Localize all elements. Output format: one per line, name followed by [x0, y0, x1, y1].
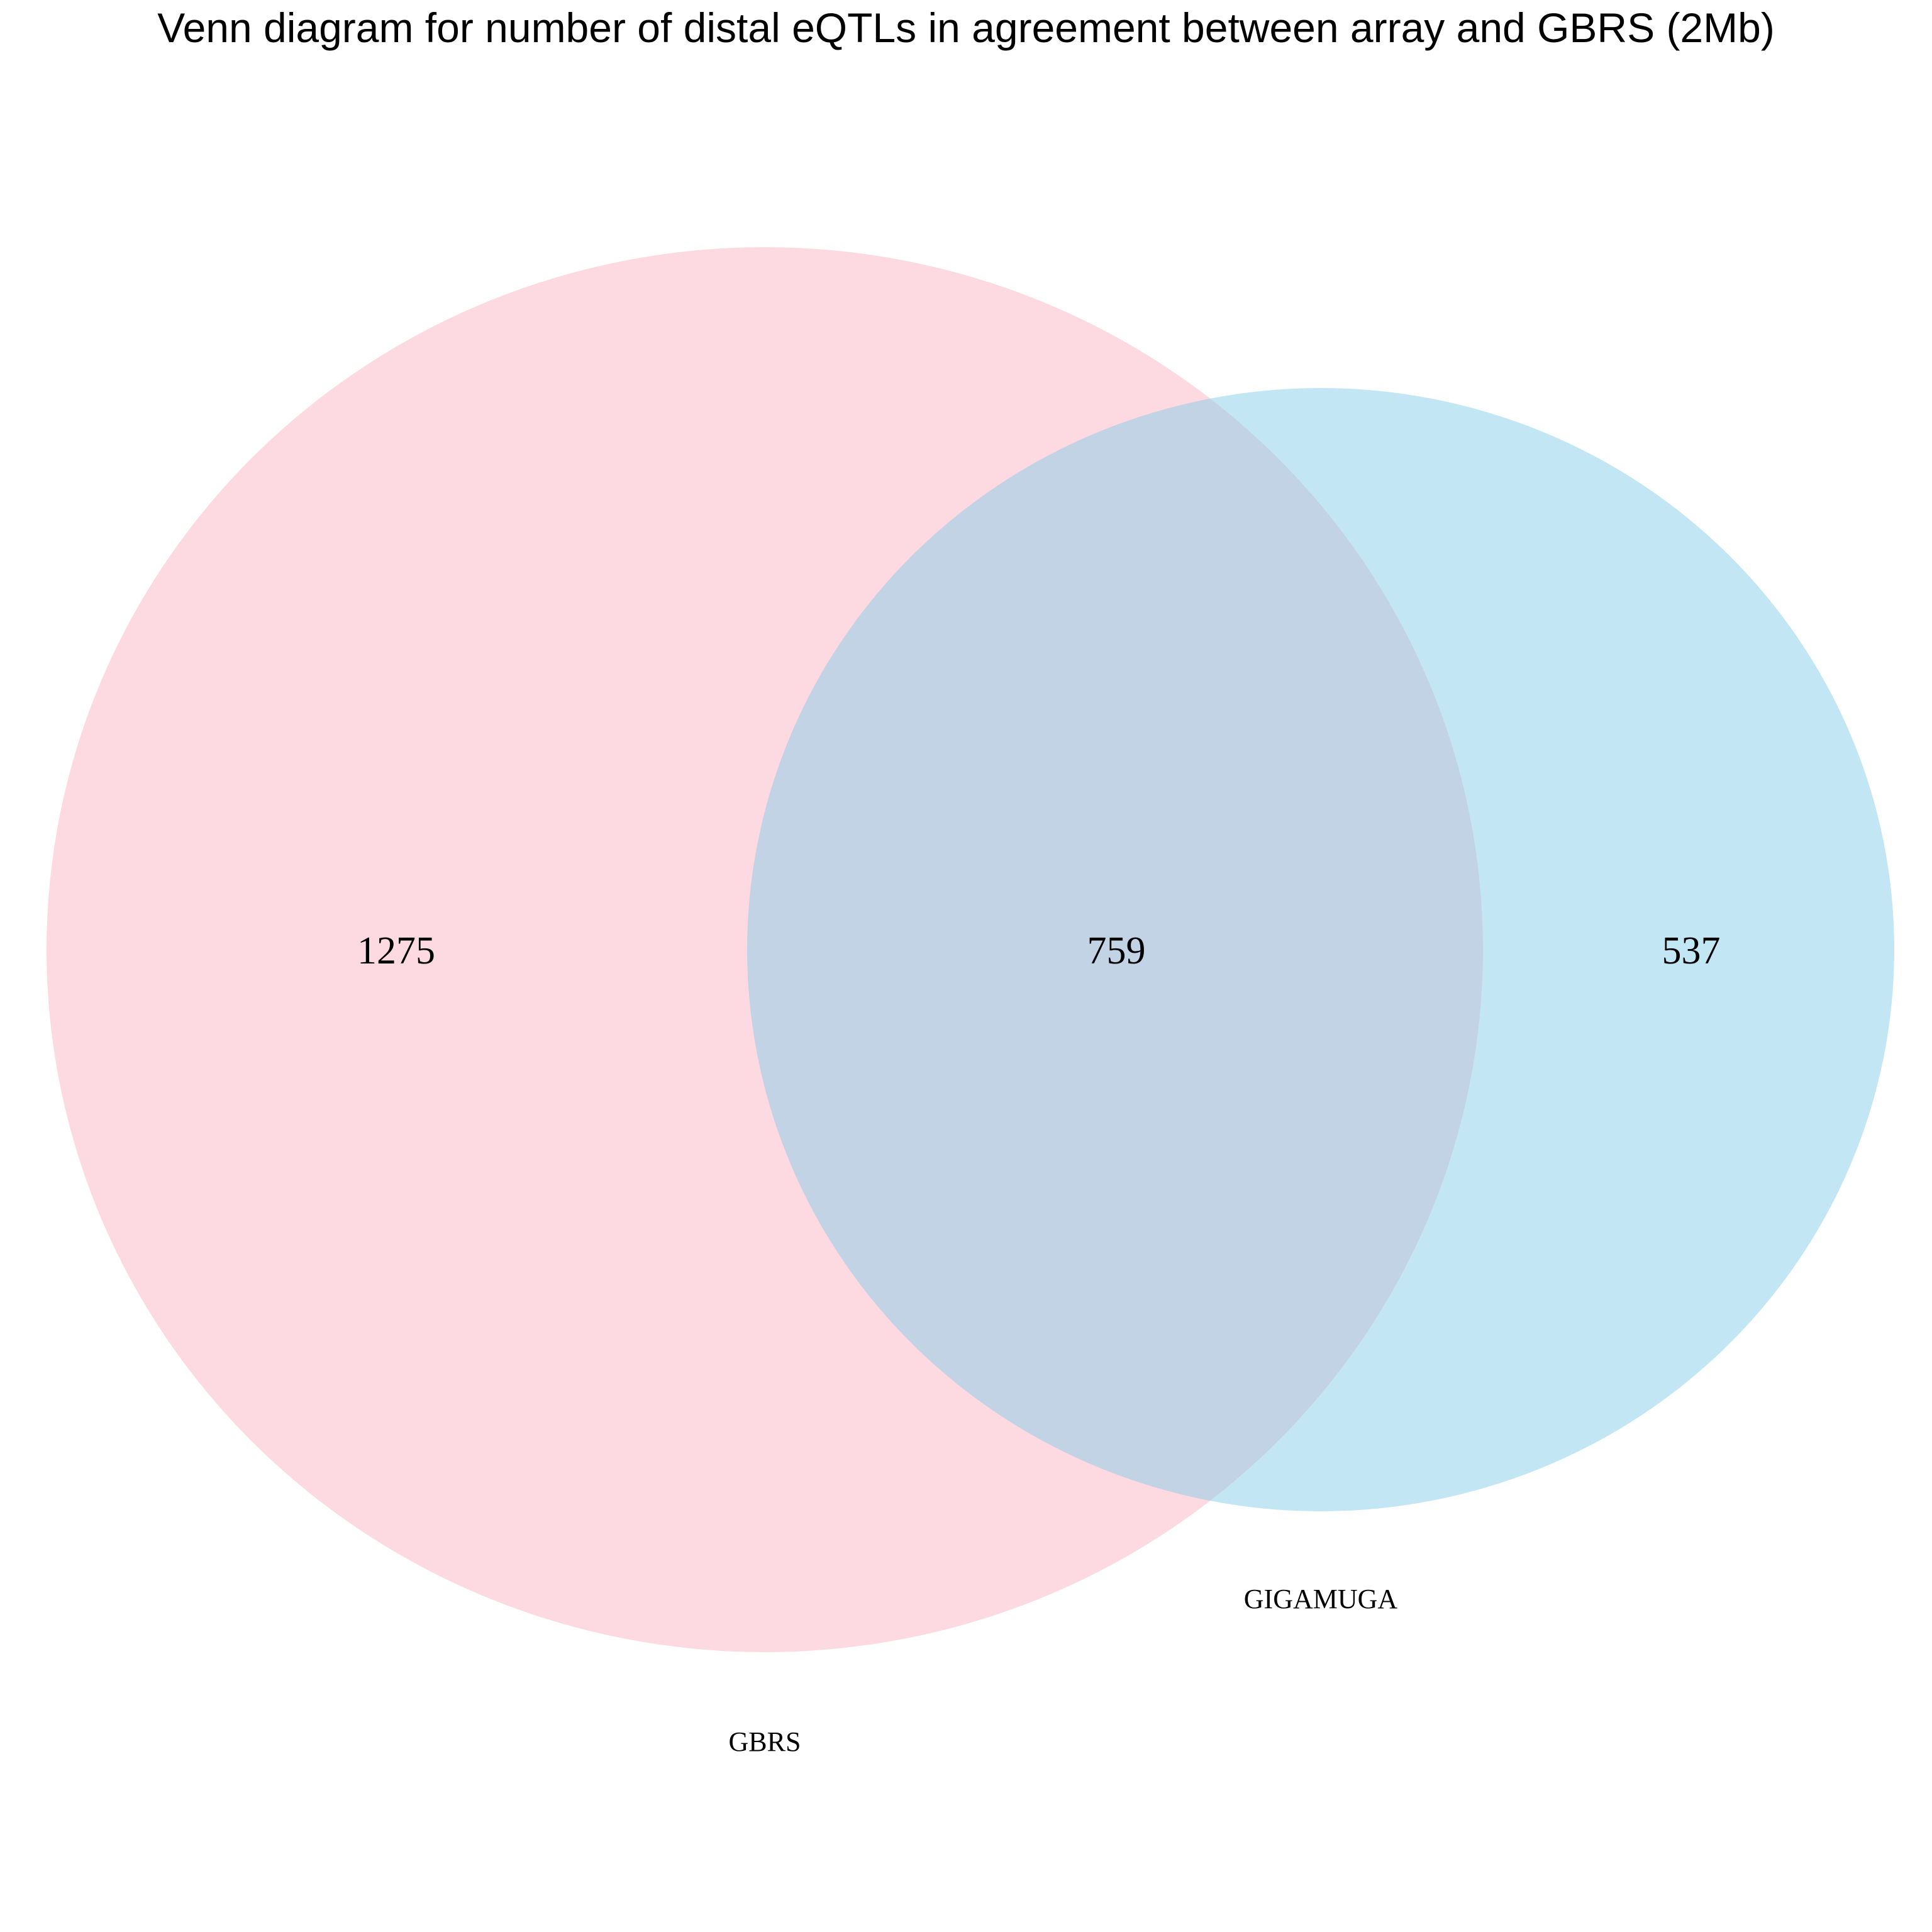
gbrs-set-label: GBRS — [729, 1726, 801, 1757]
gigamuga-set-circle — [747, 388, 1894, 1511]
gigamuga-only-count: 537 — [1662, 930, 1721, 972]
gbrs-only-count: 1275 — [357, 930, 435, 972]
gigamuga-set-label: GIGAMUGA — [1244, 1584, 1398, 1614]
diagram-title: Venn diagram for number of distal eQTLs … — [157, 4, 1775, 51]
overlap-count: 759 — [1087, 930, 1146, 972]
